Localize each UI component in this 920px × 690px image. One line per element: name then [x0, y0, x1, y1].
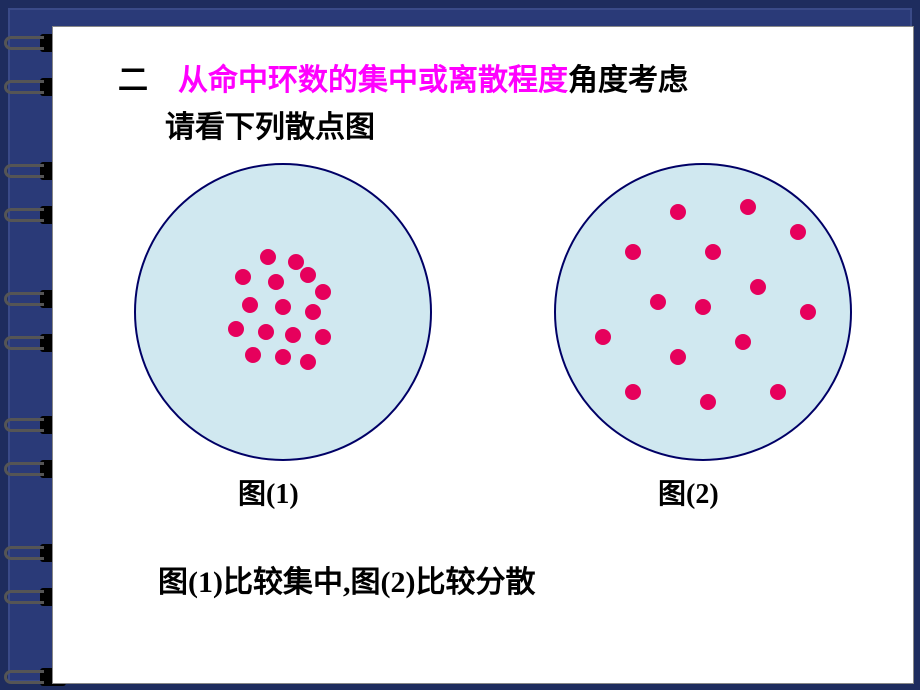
- binding-ring: [4, 36, 44, 50]
- scatter-dot: [770, 384, 786, 400]
- scatter-dot: [595, 329, 611, 345]
- outer-frame: 二 从命中环数的集中或离散程度角度考虑 请看下列散点图 图(1) 图(2) 图(…: [8, 8, 912, 682]
- scatter-dot: [670, 204, 686, 220]
- binding-ring: [4, 670, 44, 684]
- title-highlight: 从命中环数的集中或离散程度: [178, 64, 568, 97]
- binding-ring: [4, 590, 44, 604]
- subtitle: 请看下列散点图: [165, 102, 375, 146]
- scatter-plot-1: [128, 157, 438, 467]
- binding-ring: [4, 336, 44, 350]
- scatter-dot: [315, 329, 331, 345]
- scatter-dot: [305, 304, 321, 320]
- binding-ring: [4, 418, 44, 432]
- scatter-dot: [625, 384, 641, 400]
- scatter-dot: [288, 254, 304, 270]
- scatter-dot: [800, 304, 816, 320]
- title-rest: 角度考虑: [568, 64, 688, 97]
- scatter-dot: [670, 349, 686, 365]
- scatter-dot: [245, 347, 261, 363]
- scatter-dot: [695, 299, 711, 315]
- binding-ring: [4, 164, 44, 178]
- scatter-dot: [300, 267, 316, 283]
- scatter-plot-2: [548, 157, 858, 467]
- scatter-dot: [268, 274, 284, 290]
- label-plot-2: 图(2): [658, 472, 719, 512]
- conclusion-text: 图(1)比较集中,图(2)比较分散: [158, 557, 535, 601]
- scatter-dot: [790, 224, 806, 240]
- slide-page: 二 从命中环数的集中或离散程度角度考虑 请看下列散点图 图(1) 图(2) 图(…: [52, 26, 914, 684]
- scatter-dot: [705, 244, 721, 260]
- scatter-dot: [315, 284, 331, 300]
- title-line: 二 从命中环数的集中或离散程度角度考虑: [118, 55, 688, 99]
- binding-ring: [4, 80, 44, 94]
- scatter-dot: [285, 327, 301, 343]
- scatter-dot: [235, 269, 251, 285]
- scatter-dot: [228, 321, 244, 337]
- binding-ring: [4, 546, 44, 560]
- scatter-dot: [740, 199, 756, 215]
- binding-ring: [4, 292, 44, 306]
- binding-ring: [4, 208, 44, 222]
- scatter-dot: [625, 244, 641, 260]
- scatter-dot: [750, 279, 766, 295]
- scatter-dot: [275, 299, 291, 315]
- scatter-dot: [258, 324, 274, 340]
- binding-ring: [4, 462, 44, 476]
- title-number: 二: [118, 64, 148, 97]
- scatter-dot: [735, 334, 751, 350]
- label-plot-1: 图(1): [238, 472, 299, 512]
- scatter-dot: [275, 349, 291, 365]
- scatter-dot: [700, 394, 716, 410]
- scatter-dot: [260, 249, 276, 265]
- scatter-dot: [242, 297, 258, 313]
- scatter-dot: [300, 354, 316, 370]
- scatter-dot: [650, 294, 666, 310]
